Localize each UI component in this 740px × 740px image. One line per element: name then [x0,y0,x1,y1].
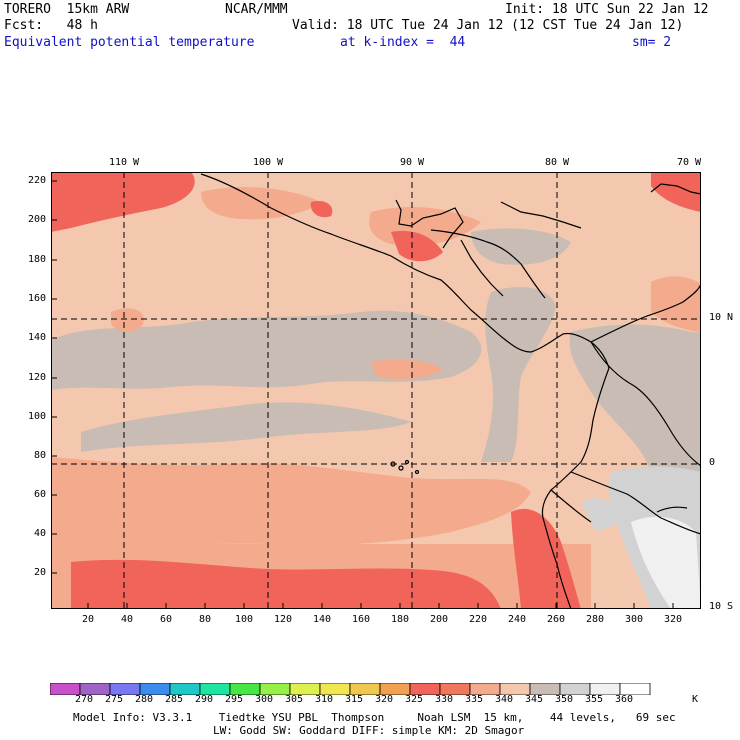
valid-time: Valid: 18 UTC Tue 24 Jan 12 (12 CST Tue … [292,18,684,33]
lon-label: 110 W [108,157,140,168]
colorbar-unit: K [691,694,699,705]
y-tick-label: 40 [33,528,46,539]
colorbar-label: 340 [494,694,514,705]
model-info: Model Info: V3.3.1 Tiedtke YSU PBL Thomp… [73,711,676,724]
colorbar-label: 275 [104,694,124,705]
y-tick-label: 220 [27,175,46,186]
lon-label: 80 W [544,157,570,168]
level-info: at k-index = 44 [340,35,466,50]
y-tick-label: 120 [27,372,46,383]
colorbar-label: 360 [614,694,634,705]
init-time: Init: 18 UTC Sun 22 Jan 12 [505,2,709,17]
y-tick-label: 100 [27,411,46,422]
x-tick-label: 140 [312,614,332,625]
colorbar-label: 290 [194,694,214,705]
x-tick-label: 320 [663,614,683,625]
field-title: Equivalent potential temperature [4,35,255,50]
colorbar-label: 325 [404,694,424,705]
map-frame [51,172,701,609]
x-tick-label: 20 [81,614,95,625]
colorbar-label: 345 [524,694,544,705]
colorbar-label: 310 [314,694,334,705]
graticule [51,172,701,609]
colorbar [50,683,651,695]
colorbar-label: 350 [554,694,574,705]
colorbar-label: 330 [434,694,454,705]
colorbar-label: 285 [164,694,184,705]
y-tick-label: 180 [27,254,46,265]
colorbar-label: 270 [74,694,94,705]
x-tick-label: 100 [234,614,254,625]
map-panel [51,172,701,609]
x-tick-label: 40 [120,614,134,625]
colorbar-label: 280 [134,694,154,705]
colorbar-label: 335 [464,694,484,705]
lat-label: 10 S [709,601,734,612]
colorbar-label: 305 [284,694,304,705]
center-name: NCAR/MMM [225,2,288,17]
x-tick-label: 300 [624,614,644,625]
colorbar-label: 300 [254,694,274,705]
x-tick-label: 60 [159,614,173,625]
model-name: TORERO 15km ARW [4,2,130,17]
x-tick-label: 220 [468,614,488,625]
x-tick-label: 120 [273,614,293,625]
colorbar-label: 320 [374,694,394,705]
x-tick-label: 280 [585,614,605,625]
colorbar-label: 315 [344,694,364,705]
x-tick-label: 160 [351,614,371,625]
physics-info: LW: Godd SW: Goddard DIFF: simple KM: 2D… [213,724,525,737]
forecast-hour: Fcst: 48 h [4,18,98,33]
x-tick-label: 180 [390,614,410,625]
y-tick-label: 80 [33,450,46,461]
x-tick-label: 200 [429,614,449,625]
y-tick-label: 60 [33,489,46,500]
lat-label: 10 N [709,312,734,323]
lon-label: 100 W [252,157,284,168]
axis-ticks [51,180,674,609]
cool-field [51,228,701,499]
y-tick-label: 160 [27,293,46,304]
hot-field [51,172,701,609]
lat-label: 0 [709,457,716,468]
y-tick-label: 20 [33,567,46,578]
coastline [200,173,701,609]
colorbar-swatch [619,683,651,695]
x-tick-label: 240 [507,614,527,625]
very-cold-field [631,516,701,609]
smoothing-info: sm= 2 [632,35,672,50]
x-tick-label: 80 [198,614,212,625]
y-tick-label: 200 [27,214,46,225]
y-tick-label: 140 [27,332,46,343]
lon-label: 70 W [676,157,702,168]
lon-label: 90 W [399,157,425,168]
colorbar-label: 355 [584,694,604,705]
x-tick-label: 260 [546,614,566,625]
colorbar-label: 295 [224,694,244,705]
